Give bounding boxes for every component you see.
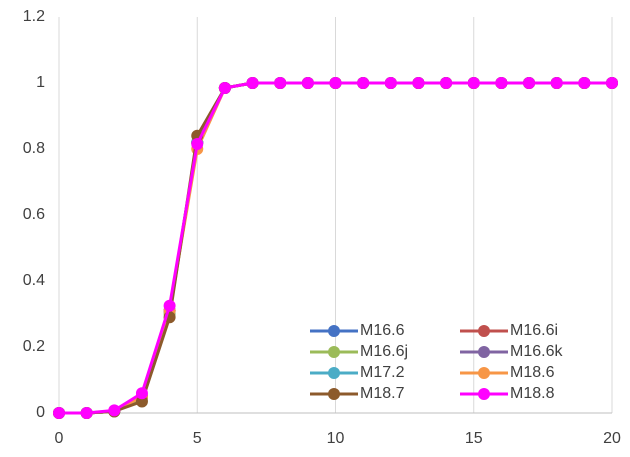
y-tick-label: 1	[36, 74, 45, 91]
data-point	[53, 407, 65, 419]
legend-marker	[478, 388, 490, 400]
data-point	[523, 77, 536, 89]
data-point	[578, 77, 591, 89]
x-tick-label: 20	[603, 430, 621, 447]
y-tick-label: 0.2	[23, 338, 45, 355]
legend-marker	[328, 325, 340, 337]
legend-label: M16.6	[360, 322, 405, 339]
y-tick-label: 0.4	[23, 272, 45, 289]
legend-label: M18.8	[510, 385, 555, 402]
data-point	[495, 77, 508, 89]
data-point	[550, 77, 563, 89]
legend-label: M17.2	[360, 364, 405, 381]
data-point	[191, 138, 204, 151]
data-point	[163, 299, 176, 312]
y-tick-label: 0.6	[23, 206, 45, 223]
data-point	[467, 77, 480, 89]
data-point	[218, 81, 231, 94]
data-point	[108, 404, 121, 417]
legend-label: M16.6i	[510, 322, 558, 339]
data-point	[440, 77, 453, 89]
legend-marker	[328, 388, 340, 400]
data-point	[606, 77, 618, 89]
legend-marker	[478, 367, 490, 379]
data-point	[412, 77, 425, 89]
y-tick-label: 0.8	[23, 140, 45, 157]
legend-label: M16.6k	[510, 343, 563, 360]
x-tick-label: 0	[55, 430, 64, 447]
data-point	[357, 77, 370, 89]
legend-label: M16.6j	[360, 343, 408, 360]
legend-marker	[478, 325, 490, 337]
data-point	[301, 77, 314, 89]
y-tick-label: 0	[36, 404, 45, 421]
data-point	[384, 77, 397, 89]
x-tick-label: 15	[465, 430, 483, 447]
legend-marker	[478, 346, 490, 358]
legend-label: M18.6	[510, 364, 555, 381]
legend-marker	[328, 346, 340, 358]
data-point	[274, 77, 287, 89]
legend-label: M18.7	[360, 385, 405, 402]
x-tick-label: 5	[193, 430, 202, 447]
data-point	[135, 387, 148, 400]
data-point	[80, 407, 93, 419]
legend-marker	[328, 367, 340, 379]
y-tick-label: 1.2	[23, 8, 45, 25]
data-point	[135, 395, 148, 408]
data-point	[329, 77, 342, 89]
x-tick-label: 10	[327, 430, 345, 447]
data-point	[246, 77, 259, 89]
